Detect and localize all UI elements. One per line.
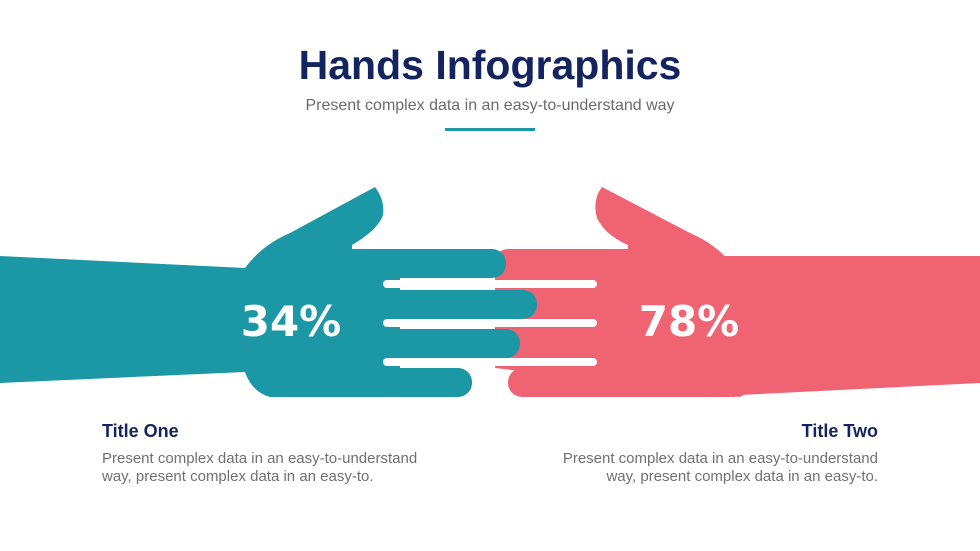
left-percentage: 34% <box>241 297 342 346</box>
left-text-block: Title One Present complex data in an eas… <box>102 421 442 486</box>
title-divider <box>445 128 535 131</box>
right-hand <box>495 187 980 397</box>
finger-gaps <box>383 280 597 366</box>
left-hand <box>0 187 537 397</box>
right-text-block: Title Two Present complex data in an eas… <box>538 421 878 486</box>
left-description: Present complex data in an easy-to-under… <box>102 450 418 485</box>
right-percentage: 78% <box>639 297 740 346</box>
right-title: Title Two <box>801 421 878 441</box>
page-title: Hands Infographics <box>298 42 682 88</box>
page-subtitle: Present complex data in an easy-to-under… <box>305 97 675 114</box>
left-title: Title One <box>102 421 179 441</box>
right-description: Present complex data in an easy-to-under… <box>562 450 878 485</box>
